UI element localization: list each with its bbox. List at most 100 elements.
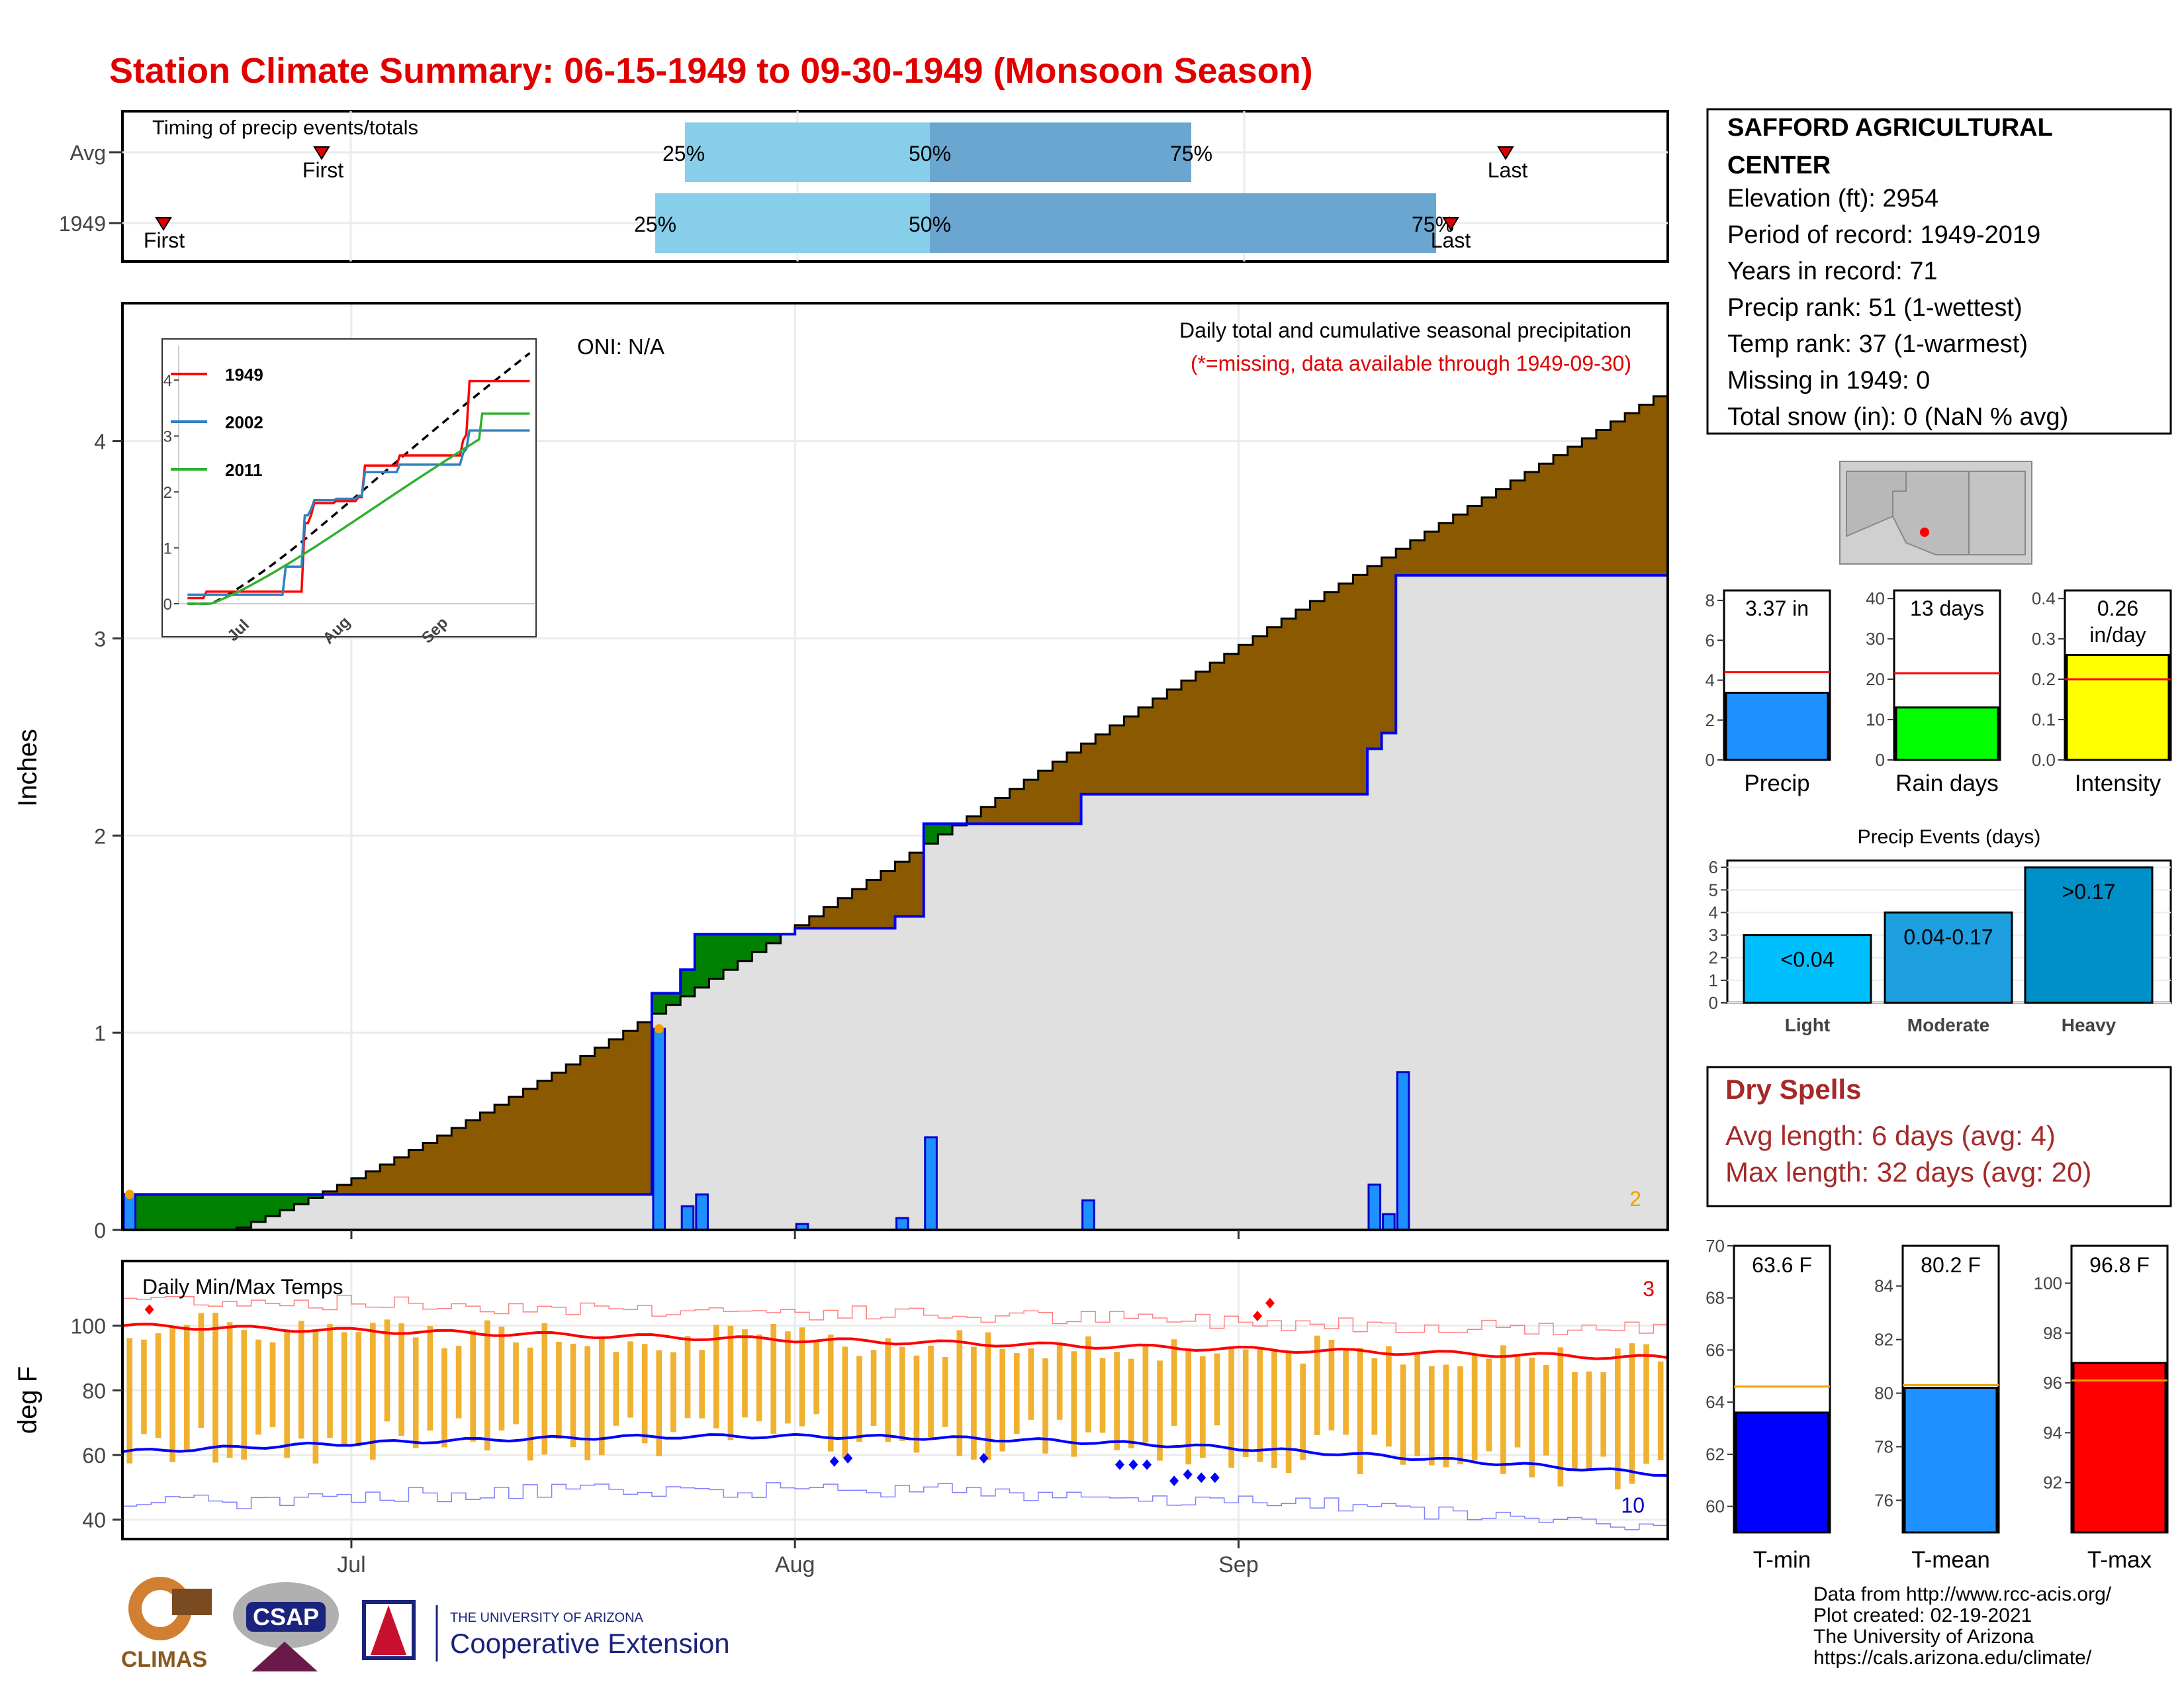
station-elevation: Elevation (ft): 2954 xyxy=(1727,185,1938,212)
station-precip-rank: Precip rank: 51 (1-wettest) xyxy=(1727,294,2023,322)
daily-temp-range-bar xyxy=(1242,1349,1249,1457)
mini-bar-tick-label: 0.1 xyxy=(2032,710,2056,729)
daily-temp-range-bar xyxy=(1300,1363,1306,1460)
events-bar xyxy=(1884,911,2013,1004)
daily-temp-range-bar xyxy=(241,1329,248,1460)
daily-precip-bar xyxy=(122,1193,137,1231)
daily-precip-bar xyxy=(695,1193,709,1231)
daily-temp-range-bar xyxy=(1557,1347,1564,1487)
daily-temp-range-bar xyxy=(1657,1361,1664,1460)
events-bar-range: <0.04 xyxy=(1781,948,1835,972)
yr-iqr-low-bar xyxy=(655,193,930,253)
daily-temp-range-bar xyxy=(155,1333,161,1438)
daily-precip-bar xyxy=(1382,1213,1396,1231)
record-low-marker-icon xyxy=(979,1452,989,1464)
daily-temp-range-bar xyxy=(713,1325,719,1429)
daily-temp-range-bar xyxy=(799,1327,805,1427)
summary-bars: 0 2 4 6 8 3.37 in Precip 0 10 20 30 40 13 days Rain d… xyxy=(1706,588,2172,796)
csap-logo-text: CSAP xyxy=(253,1603,319,1630)
temp-bar-value-label: 80.2 F xyxy=(1921,1253,1981,1277)
daily-temp-range-bar xyxy=(169,1327,175,1462)
temp-bar-tick-label: 70 xyxy=(1706,1236,1725,1256)
daily-temp-range-bar xyxy=(370,1323,376,1460)
events-tick-label: 0 xyxy=(1709,993,1718,1013)
location-map xyxy=(1839,461,2032,565)
daily-temp-range-bar xyxy=(1357,1347,1363,1474)
daily-temp-range-bar xyxy=(999,1348,1005,1452)
daily-temp-range-bar xyxy=(756,1334,762,1422)
daily-temp-range-bar xyxy=(1543,1365,1549,1456)
daily-temp-range-bar xyxy=(1529,1357,1535,1477)
daily-temp-range-bar xyxy=(670,1352,676,1432)
inset-legend-2011: 2011 xyxy=(225,460,262,480)
record-low-marker-icon xyxy=(1183,1469,1193,1480)
daily-temp-range-bar xyxy=(742,1329,748,1418)
daily-precip-bar xyxy=(1367,1183,1382,1231)
station-snow: Total snow (in): 0 (NaN % avg) xyxy=(1727,403,2068,431)
daily-precip-bar xyxy=(1081,1199,1095,1231)
daily-temp-range-bar xyxy=(327,1324,333,1438)
daily-temp-range-bar xyxy=(541,1323,548,1455)
mini-bar-tick-label: 0.4 xyxy=(2032,588,2056,608)
daily-temp-range-bar xyxy=(298,1321,304,1439)
temp-ytick-label: 100 xyxy=(71,1315,106,1338)
events-tick-label: 3 xyxy=(1709,925,1718,945)
daily-temp-range-bar xyxy=(627,1341,633,1418)
temp-bar-t-mean: 76 78 80 82 84 80.2 F T-mean xyxy=(1874,1244,2000,1573)
daily-temp-range-bar xyxy=(1285,1351,1292,1474)
temp-bar-tick-label: 92 xyxy=(2043,1473,2062,1493)
mini-bar-value xyxy=(1895,706,1999,761)
page-title: Station Climate Summary: 06-15-1949 to 0… xyxy=(109,51,1313,91)
daily-temp-range-bar xyxy=(1185,1350,1192,1465)
daily-temp-range-bar xyxy=(1085,1336,1091,1432)
daily-temp-range-bar xyxy=(656,1350,662,1456)
temp-bar-tick-label: 78 xyxy=(1874,1437,1893,1457)
daily-temp-range-bar xyxy=(1328,1339,1335,1430)
daily-temp-range-bar xyxy=(312,1331,319,1464)
daily-temp-range-bar xyxy=(1457,1366,1463,1465)
precip-legend-note: (*=missing, data available through 1949-… xyxy=(1191,352,1631,375)
station-period: Period of record: 1949-2019 xyxy=(1727,221,2040,249)
record-marker-icon xyxy=(654,1024,664,1034)
daily-temp-range-bar xyxy=(985,1332,991,1460)
daily-temp-range-bar xyxy=(1514,1356,1521,1448)
daily-temp-range-bar xyxy=(556,1342,562,1439)
mini-bar-value xyxy=(2066,654,2170,761)
daily-temp-range-bar xyxy=(1028,1348,1034,1420)
inset-legend-1949: 1949 xyxy=(225,365,263,385)
daily-temp-range-bar xyxy=(1200,1356,1206,1458)
daily-temp-range-bar xyxy=(1386,1346,1392,1447)
station-name-line1: SAFFORD AGRICULTURAL xyxy=(1727,114,2053,142)
station-years: Years in record: 71 xyxy=(1727,258,1938,285)
credit-line1: Data from http://www.rcc-acis.org/ xyxy=(1813,1583,2112,1605)
inset-legend: 1949 2002 2011 xyxy=(171,365,263,480)
daily-temp-range-bar xyxy=(412,1337,419,1448)
events-bar-label: Heavy xyxy=(2062,1015,2116,1035)
temp-ytick-label: 40 xyxy=(82,1509,106,1532)
daily-temp-range-bar xyxy=(498,1327,505,1431)
temp-bar-tick-label: 94 xyxy=(2043,1423,2062,1442)
station-location-icon xyxy=(1920,528,1929,537)
daily-precip-bar xyxy=(1396,1071,1410,1231)
yr-iqr-high-bar xyxy=(930,193,1436,253)
daily-temp-range-bar xyxy=(1615,1348,1621,1489)
mini-bar-value-label: 13 days xyxy=(1910,596,1984,620)
temp-bar-tick-label: 84 xyxy=(1874,1276,1893,1296)
record-low-marker-icon xyxy=(1128,1459,1138,1470)
daily-temp-range-bar xyxy=(684,1336,691,1419)
mini-bar-tick-label: 0.0 xyxy=(2032,750,2056,770)
daily-temp-range-bar xyxy=(770,1323,777,1434)
daily-precip-bar xyxy=(652,1027,666,1231)
daily-temp-range-bar xyxy=(212,1313,218,1463)
daily-temp-range-bar xyxy=(269,1342,276,1427)
mini-bar-tick-label: 20 xyxy=(1866,669,1885,689)
daily-temp-range-bar xyxy=(341,1332,347,1444)
events-bar-label: Light xyxy=(1785,1015,1830,1035)
daily-temp-range-bar xyxy=(513,1342,519,1425)
temp-bar-label: T-mean xyxy=(1911,1547,1990,1573)
daily-temp-range-bar xyxy=(1586,1371,1592,1469)
avg-p50-label: 50% xyxy=(909,142,951,165)
daily-temp-range-bar xyxy=(1314,1335,1320,1435)
credit-line2: Plot created: 02-19-2021 xyxy=(1813,1605,2032,1626)
record-low-marker-icon xyxy=(1142,1459,1152,1470)
